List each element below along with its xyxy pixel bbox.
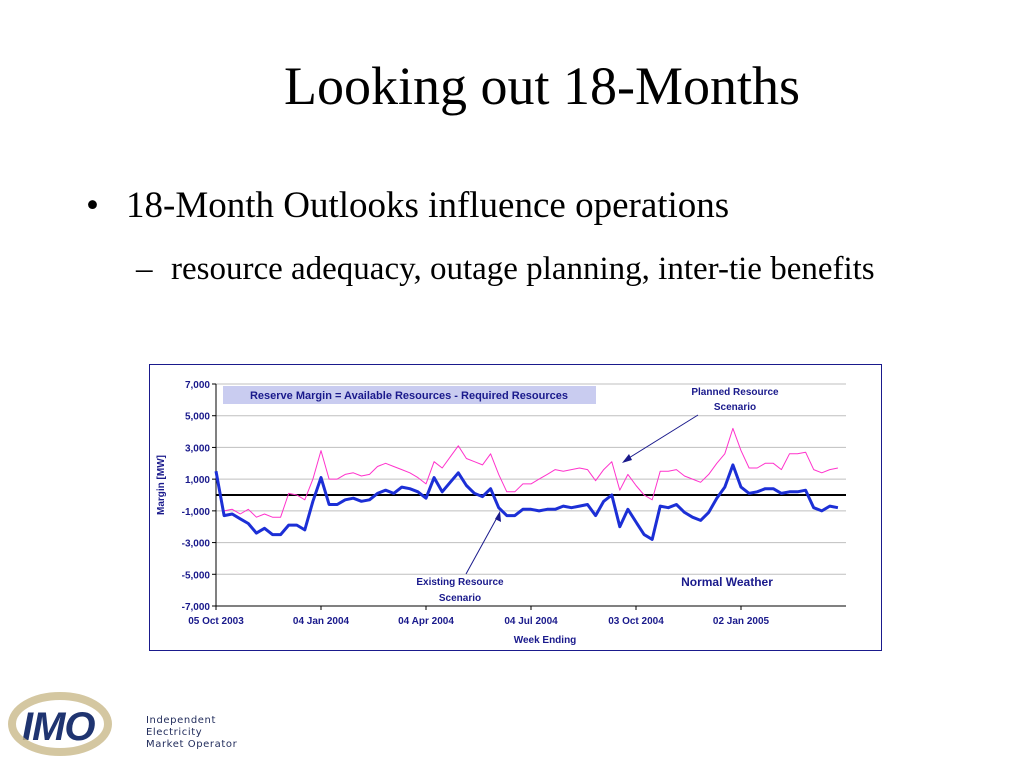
x-tick-label: 05 Oct 2003 — [188, 616, 244, 627]
slide-title: Looking out 18-Months — [283, 56, 800, 116]
y-tick-label: -1,000 — [182, 507, 211, 518]
imo-logo-text: Independent Electricity Market Operator — [146, 715, 237, 751]
bullet-item: • 18-Month Outlooks influence operations — [86, 184, 729, 228]
chart-frame: 7,000 5,000 3,000 1,000 -1,000 -3,000 -5,000 -7… — [149, 364, 882, 651]
y-tick-label: -3,000 — [182, 539, 211, 550]
chart-title-box — [223, 386, 596, 404]
y-tick-label: -7,000 — [182, 602, 211, 613]
annotation-planned-line-2: Scenario — [714, 402, 756, 413]
series-line-existing — [214, 463, 839, 541]
y-tick-label: 3,000 — [185, 443, 210, 454]
annotation-existing-line-1: Existing Resource — [416, 577, 504, 588]
sub-bullet-item: – resource adequacy, outage planning, in… — [136, 247, 916, 292]
y-tick-label: 7,000 — [185, 380, 210, 391]
chart-title: Reserve Margin = Available Resources - R… — [250, 390, 568, 402]
imo-logo-mark: IMO — [22, 705, 96, 749]
sub-bullet-text: resource adequacy, outage planning, inte… — [171, 251, 875, 287]
y-axis-title: Margin [MW] — [156, 455, 167, 515]
imo-logo-swoosh-icon — [8, 692, 112, 756]
x-tick-label: 04 Jul 2004 — [504, 616, 558, 627]
annotation-existing-line-2: Scenario — [439, 593, 481, 604]
x-tick-label: 03 Oct 2004 — [608, 616, 664, 627]
y-tick-label: 1,000 — [185, 475, 210, 486]
annotation-planned-arrow — [623, 414, 699, 462]
logo-line-3: Market Operator — [146, 739, 238, 750]
x-tick-label: 04 Apr 2004 — [398, 616, 454, 627]
annotation-planned-line-1: Planned Resource — [691, 387, 779, 398]
annotation-normal-weather: Normal Weather — [681, 575, 773, 589]
annotation-planned-arrowhead — [622, 454, 632, 463]
annotation-existing-arrowhead — [495, 511, 501, 522]
x-axis-title: Week Ending — [514, 635, 577, 646]
logo-line-2: Electricity — [146, 727, 203, 738]
y-tick-label: 5,000 — [185, 412, 210, 423]
annotation-existing-arrow — [465, 513, 500, 575]
x-tick-label: 02 Jan 2005 — [713, 616, 770, 627]
y-tick-label: -5,000 — [182, 570, 211, 581]
x-tick-label: 04 Jan 2004 — [293, 616, 350, 627]
bullet-mark: • — [86, 185, 99, 226]
logo-line-1: Independent — [146, 715, 216, 726]
bullet-text: 18-Month Outlooks influence operations — [126, 185, 730, 226]
reserve-margin-chart: 7,000 5,000 3,000 1,000 -1,000 -3,000 -5,000 -7… — [156, 380, 846, 646]
sub-bullet-dash: – — [136, 251, 153, 287]
series-line-planned — [215, 427, 838, 518]
